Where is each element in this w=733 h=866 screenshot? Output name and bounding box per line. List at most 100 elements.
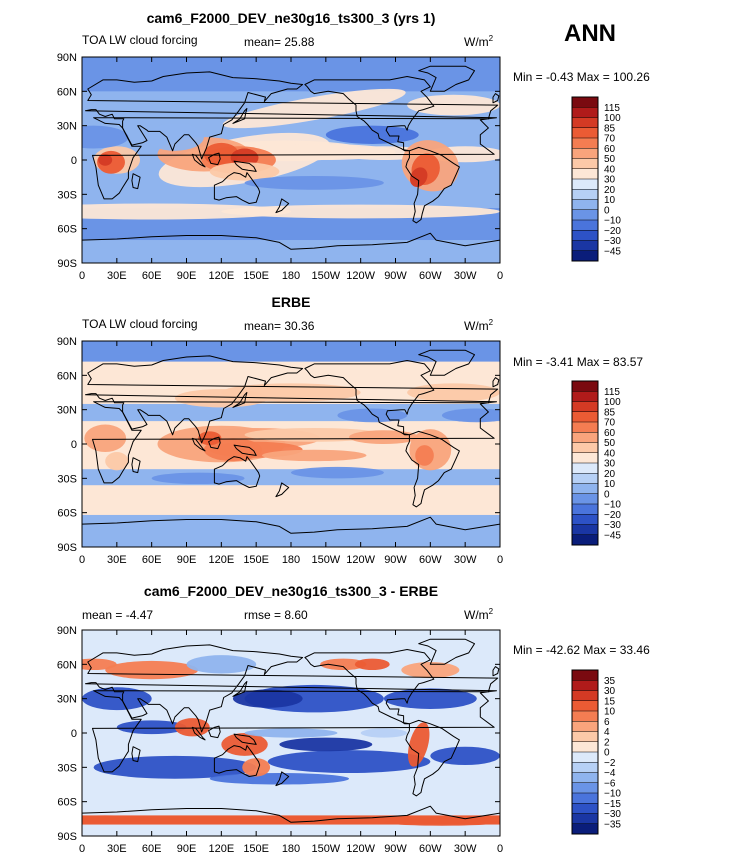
coastline <box>233 733 257 745</box>
lat-tick-label: 60S <box>57 797 77 809</box>
colorbar-label: −30 <box>604 236 621 247</box>
lon-tick-label: 0 <box>79 270 85 282</box>
lon-tick-label: 90W <box>384 843 407 855</box>
panel-1: cam6_F2000_DEV_ne30g16_ts300_3 (yrs 1) TO… <box>57 10 650 282</box>
min-max-stats: Min = -3.41 Max = 83.57 <box>513 355 643 369</box>
lon-tick-label: 120W <box>346 270 375 282</box>
colorbar-swatch <box>572 209 598 221</box>
coastline <box>304 649 435 725</box>
coastline <box>85 644 499 733</box>
colorbar-swatch <box>572 772 598 784</box>
lat-tick-label: 0 <box>71 728 77 740</box>
colorbar-swatch <box>572 463 598 474</box>
colorbar-label: 60 <box>604 428 616 439</box>
colorbar-label: −4 <box>604 768 616 779</box>
lat-tick-label: 0 <box>71 439 77 451</box>
coastline <box>405 146 460 224</box>
lon-tick-label: 150E <box>243 270 269 282</box>
lon-tick-label: 150W <box>311 270 340 282</box>
lat-tick-label: 90N <box>57 336 77 348</box>
colorbar-label: 10 <box>604 195 616 206</box>
lon-tick-label: 30W <box>454 554 477 566</box>
coastline <box>418 65 475 92</box>
colorbar-swatch <box>572 442 598 454</box>
coastline <box>232 681 248 697</box>
colorbar-swatch <box>572 680 598 691</box>
colorbar-label: 0 <box>604 489 610 500</box>
coastline <box>82 232 500 263</box>
map-field <box>82 57 500 263</box>
coastline <box>85 355 499 444</box>
colorbar-label: 85 <box>604 407 616 418</box>
lon-tick-label: 0 <box>79 843 85 855</box>
colorbar-label: 85 <box>604 123 616 134</box>
colorbar-swatch <box>572 381 598 392</box>
colorbar-label: 6 <box>604 717 610 728</box>
coastline <box>92 117 495 200</box>
lon-tick-label: 0 <box>497 843 503 855</box>
colorbar-label: 20 <box>604 469 616 480</box>
coastline <box>492 377 500 388</box>
lat-tick-label: 90N <box>57 625 77 637</box>
colorbar-swatch <box>572 138 598 149</box>
colorbar-swatch <box>572 741 598 753</box>
colorbar-swatch <box>572 158 598 170</box>
coastline <box>405 719 460 797</box>
colorbar-label: −35 <box>604 819 621 830</box>
lon-tick-label: 120W <box>346 554 375 566</box>
lat-tick-label: 90N <box>57 52 77 64</box>
lon-tick-label: 30E <box>107 270 127 282</box>
colorbar-swatch <box>572 168 598 180</box>
colorbar-swatch <box>572 711 598 722</box>
colorbar-label: 40 <box>604 448 616 459</box>
panel-3: cam6_F2000_DEV_ne30g16_ts300_3 - ERBE mea… <box>57 583 650 855</box>
coastline <box>85 71 499 160</box>
colorbar-swatch <box>572 391 598 402</box>
lon-tick-label: 30E <box>107 843 127 855</box>
lon-tick-label: 120E <box>208 270 234 282</box>
coastline <box>208 436 221 450</box>
colorbar-swatch <box>572 189 598 200</box>
variable-label: TOA LW cloud forcing <box>82 317 198 331</box>
colorbar-swatch <box>572 127 598 139</box>
colorbar-swatch <box>572 401 598 413</box>
coastline <box>92 690 495 773</box>
coastline <box>275 771 290 787</box>
coastline <box>82 805 500 836</box>
lon-tick-label: 30E <box>107 554 127 566</box>
colorbar-swatch <box>572 762 598 773</box>
colorbar-label: −6 <box>604 778 616 789</box>
colorbar-swatch <box>572 493 598 505</box>
colorbar-label: 100 <box>604 113 621 124</box>
colorbar-swatch <box>572 97 598 108</box>
lon-tick-label: 60E <box>142 270 162 282</box>
colorbar-label: −10 <box>604 789 621 800</box>
lon-tick-label: 60E <box>142 554 162 566</box>
colorbar-swatch <box>572 823 598 835</box>
colorbar-swatch <box>572 107 598 118</box>
coastline <box>92 401 495 484</box>
lon-tick-label: 90W <box>384 554 407 566</box>
lon-tick-label: 120E <box>208 554 234 566</box>
lat-tick-label: 30S <box>57 189 77 201</box>
season-label: ANN <box>564 20 616 47</box>
coastline <box>232 108 248 124</box>
mean-stat: mean = -4.47 <box>82 608 153 622</box>
colorbar-label: 40 <box>604 164 616 175</box>
lat-tick-label: 60S <box>57 224 77 236</box>
lon-tick-label: 30W <box>454 843 477 855</box>
coastline <box>233 444 257 456</box>
lat-tick-label: 60N <box>57 659 77 671</box>
lon-tick-label: 90E <box>177 270 197 282</box>
lat-tick-label: 30S <box>57 762 77 774</box>
colorbar-label: 2 <box>604 737 610 748</box>
units-label: W/m2 <box>464 607 494 622</box>
colorbar-swatch <box>572 117 598 129</box>
colorbar-label: 0 <box>604 205 610 216</box>
colorbar-swatch <box>572 690 598 702</box>
colorbar-swatch <box>572 803 598 814</box>
colorbar-label: 115 <box>604 103 620 114</box>
colorbar-label: 115 <box>604 387 620 398</box>
coastline <box>418 638 475 665</box>
